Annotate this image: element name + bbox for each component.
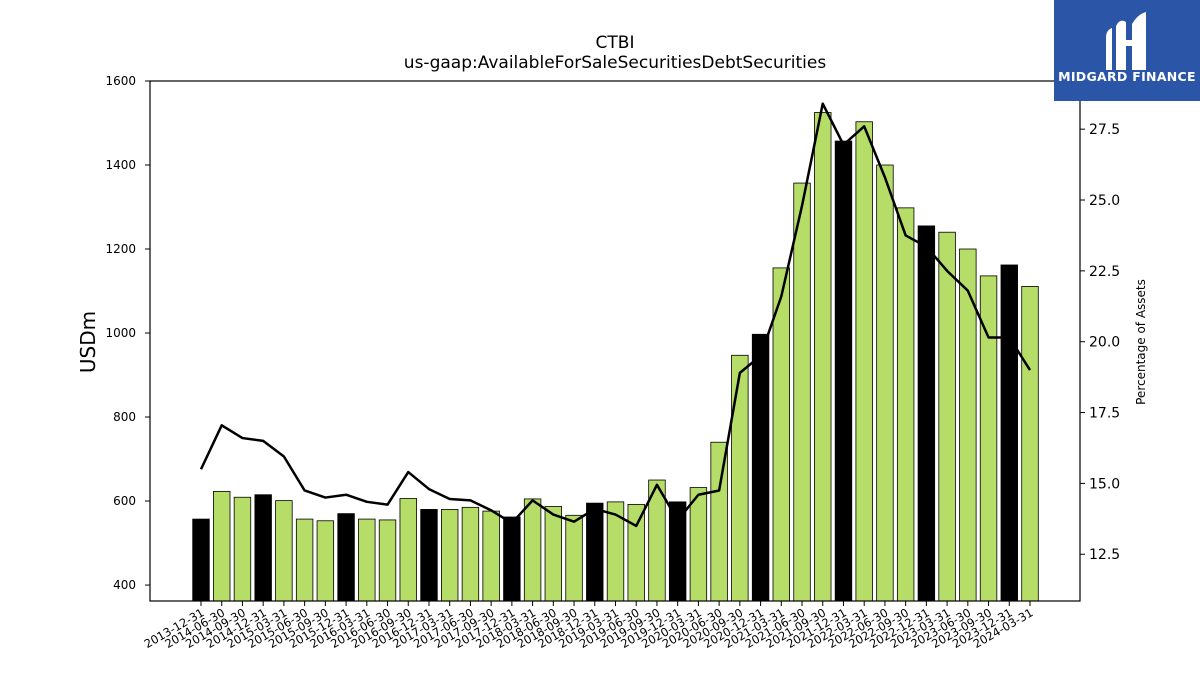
y2-tick-label: 12.5 — [1089, 547, 1120, 563]
bar-2017-09-30 — [482, 510, 500, 602]
bar-2021-06-30 — [793, 182, 811, 602]
bar-2016-12-31 — [420, 509, 438, 602]
bar-2021-09-30 — [814, 112, 832, 602]
percentage-line — [199, 102, 1032, 528]
bar-2020-03-31 — [689, 487, 708, 602]
bar-2015-09-30 — [316, 520, 335, 602]
y2-tick-label: 20.0 — [1089, 335, 1120, 351]
bar-2022-06-30 — [876, 164, 894, 602]
bar-2015-12-31 — [337, 513, 355, 602]
bar-2014-09-30 — [233, 496, 252, 602]
y2-tick-label: 17.5 — [1089, 406, 1120, 422]
y-tick-label: 400 — [113, 578, 136, 592]
bar-2023-03-31 — [938, 231, 956, 602]
bar-2021-03-31 — [772, 267, 790, 602]
bar-2023-12-31 — [1000, 264, 1018, 602]
y2-tick-label: 27.5 — [1089, 122, 1120, 138]
bar-2014-06-30 — [213, 490, 231, 602]
bar-2013-12-31 — [192, 518, 210, 602]
y-axis-label: USDm — [76, 311, 100, 373]
bar-2017-12-31 — [503, 516, 521, 602]
y-tick-label: 1200 — [105, 242, 136, 256]
bar-2024-03-31 — [1021, 285, 1039, 602]
chart-title: CTBI — [596, 33, 635, 53]
bar-2021-12-31 — [834, 140, 853, 602]
y-tick-label: 1600 — [105, 74, 136, 88]
bar-2015-03-31 — [275, 500, 293, 602]
bar-2017-06-30 — [461, 506, 480, 602]
y2-tick-label: 15.0 — [1089, 476, 1120, 492]
bar-2020-09-30 — [731, 354, 749, 602]
y-axis-right: 12.5 15.0 17.5 20.0 22.5 25.0 27.5 — [1080, 122, 1120, 563]
bar-2022-09-30 — [896, 207, 915, 602]
bar-2016-03-31 — [358, 518, 376, 602]
bar-2022-03-31 — [855, 121, 873, 602]
bar-2018-09-30 — [565, 514, 583, 602]
bar-2019-12-31 — [668, 501, 687, 602]
bar-2020-12-31 — [751, 333, 770, 602]
bar-2018-06-30 — [544, 506, 563, 602]
x-axis: 2013-12-312014-06-302014-09-302014-12-31… — [142, 601, 1036, 651]
bar-2019-06-30 — [627, 503, 645, 602]
brand-logo: MIDGARD FINANCE — [1054, 0, 1200, 101]
chart-subtitle: us-gaap:AvailableForSaleSecuritiesDebtSe… — [404, 53, 827, 73]
bar-2017-03-31 — [441, 509, 459, 602]
y-axis-left: 400 600 800 1000 1200 1400 1600 — [105, 74, 150, 592]
bar-2018-12-31 — [586, 502, 604, 602]
bar-2016-06-30 — [378, 519, 397, 602]
bar-2022-12-31 — [917, 225, 936, 602]
bar-2020-06-30 — [710, 441, 728, 602]
bar-group — [192, 112, 1039, 602]
bar-2016-09-30 — [399, 498, 417, 602]
y2-axis-label: Percentage of Assets — [1134, 279, 1148, 405]
y2-tick-label: 22.5 — [1089, 264, 1120, 280]
logo-mark-icon — [1106, 12, 1146, 71]
y-tick-label: 1400 — [105, 158, 136, 172]
y-tick-label: 800 — [113, 410, 136, 424]
bar-2018-03-31 — [523, 498, 542, 602]
bar-2014-12-31 — [254, 494, 272, 602]
y2-tick-label: 25.0 — [1089, 193, 1120, 209]
bar-2015-06-30 — [295, 518, 314, 602]
y-tick-label: 600 — [113, 494, 136, 508]
brand-name: MIDGARD FINANCE — [1058, 69, 1196, 84]
line-group — [199, 102, 1032, 528]
y-tick-label: 1000 — [105, 326, 136, 340]
